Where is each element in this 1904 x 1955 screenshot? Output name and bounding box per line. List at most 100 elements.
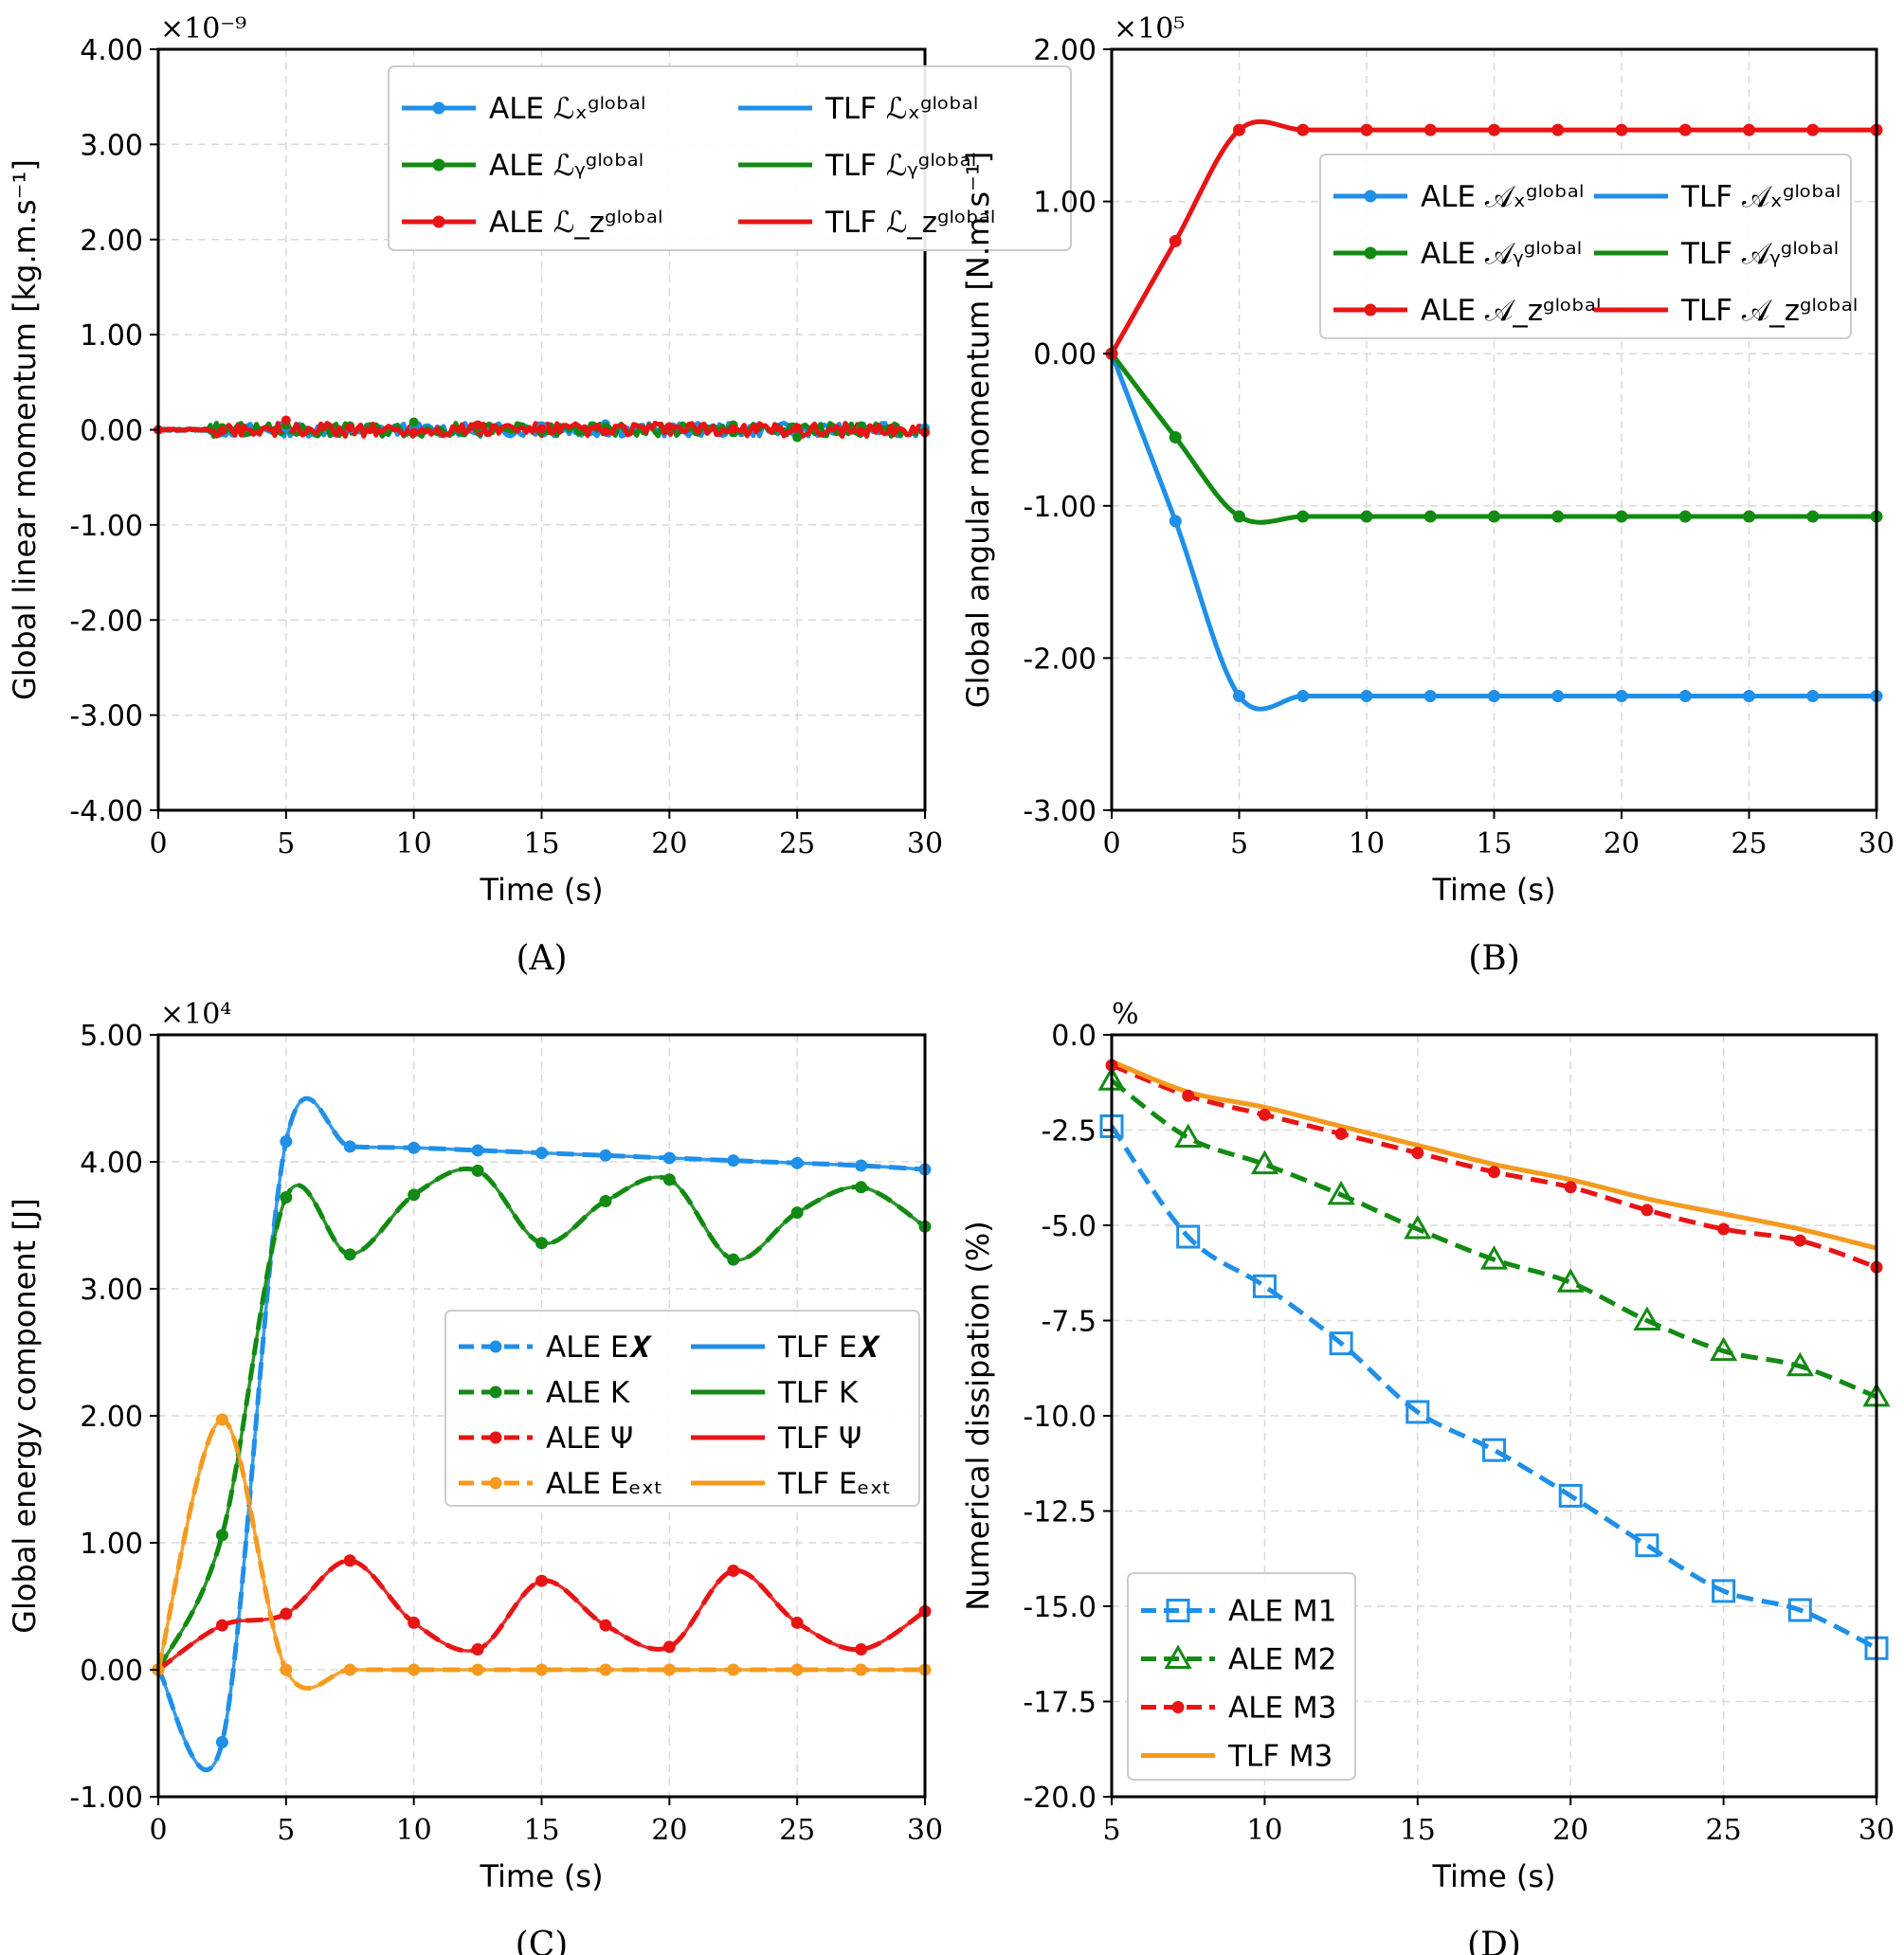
data-point xyxy=(1743,123,1755,136)
legend-label: ALE ℒ_zᵍˡᵒᵇᵃˡ xyxy=(489,206,662,240)
series-group xyxy=(152,1095,932,1773)
y-tick-label: -2.5 xyxy=(1041,1115,1097,1149)
data-point xyxy=(1488,510,1500,523)
data-point xyxy=(1297,690,1310,703)
data-point xyxy=(408,1141,421,1154)
data-point xyxy=(1488,1166,1500,1179)
y-tick-label: 3.00 xyxy=(80,129,143,162)
data-point xyxy=(1633,1306,1661,1330)
data-point xyxy=(1615,690,1628,703)
y-tick-label: -2.00 xyxy=(1023,643,1097,676)
y-tick-label: -1.00 xyxy=(1023,491,1097,524)
y-tick-label: -15.0 xyxy=(1023,1591,1097,1624)
data-point xyxy=(343,1248,356,1261)
data-point xyxy=(1743,510,1755,523)
y-axis-label: Global energy component [J] xyxy=(7,1198,43,1634)
y-tick-label: 0.0 xyxy=(1051,1020,1097,1053)
data-point xyxy=(1258,1108,1271,1121)
y-axis-label: Global linear momentum [kg.m.s⁻¹] xyxy=(7,159,43,700)
data-point xyxy=(662,1663,676,1676)
data-point xyxy=(1233,123,1245,136)
legend-marker xyxy=(1364,190,1377,203)
y-tick-label: -4.00 xyxy=(69,795,143,828)
x-tick-label: 10 xyxy=(1349,827,1385,860)
data-point xyxy=(280,1663,293,1676)
data-point xyxy=(662,1640,676,1654)
data-point xyxy=(1182,1089,1195,1102)
x-tick-label: 30 xyxy=(1859,1814,1895,1847)
data-point xyxy=(1564,1181,1577,1194)
x-tick-label: 20 xyxy=(651,1814,687,1847)
x-tick-label: 15 xyxy=(1400,1814,1436,1847)
panel-b: 0 5 10 15 20 25 30 2.00 1.00 0.00 -1.00 -2.00 -3.00 ×… xyxy=(960,12,1895,978)
x-tick-label: 0 xyxy=(1102,827,1120,860)
data-point xyxy=(535,1237,548,1250)
y-tick-label: 2.00 xyxy=(80,1401,143,1434)
legend-label: TLF 𝒜ᵧᵍˡᵒᵇᵃˡ xyxy=(1680,237,1839,271)
axis-multiplier: % xyxy=(1112,998,1139,1031)
data-point xyxy=(1233,510,1245,523)
data-point xyxy=(343,1663,356,1676)
legend-label: TLF ℒᵧᵍˡᵒᵇᵃˡ xyxy=(825,149,976,183)
x-tick-label: 30 xyxy=(907,827,943,860)
legend-box xyxy=(1127,1572,1356,1781)
y-tick-label: -17.5 xyxy=(1023,1687,1097,1720)
data-point xyxy=(408,417,419,427)
data-point xyxy=(728,424,738,434)
data-point xyxy=(536,424,547,434)
series-line xyxy=(156,1167,926,1671)
series-group xyxy=(1105,119,1883,712)
data-point xyxy=(1423,510,1437,523)
y-tick-label: 2.00 xyxy=(80,225,143,258)
panel-label: (D) xyxy=(1467,1926,1521,1955)
data-point xyxy=(1787,1598,1812,1622)
data-point xyxy=(599,1195,612,1208)
x-tick-label: 10 xyxy=(396,827,432,860)
legend: ALE E𝑿 ALE K ALE Ψ ALE Eₑₓₜ TLF E𝑿 TLF K TLF Ψ… xyxy=(444,1310,920,1507)
legend-label: TLF Ψ xyxy=(777,1421,861,1456)
legend-label: ALE Eₑₓₜ xyxy=(546,1467,662,1501)
y-tick-label: -10.0 xyxy=(1023,1401,1097,1434)
data-point xyxy=(1404,1214,1432,1240)
data-point xyxy=(1615,123,1628,136)
data-point xyxy=(1793,1234,1806,1247)
data-point xyxy=(343,1140,356,1153)
legend-box xyxy=(388,65,1072,251)
x-tick-label: 25 xyxy=(779,827,815,860)
y-tick-label: 4.00 xyxy=(80,1147,143,1180)
series-line xyxy=(1111,1059,1877,1251)
x-tick-label: 25 xyxy=(1706,1814,1742,1847)
legend-marker xyxy=(432,101,445,115)
data-point xyxy=(727,1663,740,1676)
legend-label: TLF 𝒜ₓᵍˡᵒᵇᵃˡ xyxy=(1680,180,1841,214)
data-point xyxy=(1169,234,1182,247)
data-point xyxy=(215,1413,228,1426)
data-point xyxy=(1479,1245,1509,1270)
x-tick-label: 5 xyxy=(1230,827,1248,860)
y-tick-label: 5.00 xyxy=(80,1020,143,1053)
series-line xyxy=(1110,1078,1877,1400)
data-point xyxy=(1405,1400,1430,1424)
x-tick-label: 10 xyxy=(396,1814,432,1847)
y-tick-label: 3.00 xyxy=(80,1274,143,1307)
data-point xyxy=(1717,1222,1731,1236)
data-point xyxy=(535,1574,548,1587)
data-point xyxy=(471,1144,484,1157)
x-tick-label: 10 xyxy=(1246,1814,1282,1847)
data-point xyxy=(215,1735,228,1748)
data-point xyxy=(408,1616,421,1629)
data-point xyxy=(1806,690,1820,703)
axis-multiplier: ×10⁻⁹ xyxy=(160,12,246,45)
data-point xyxy=(1488,123,1500,136)
data-point xyxy=(217,425,227,436)
data-point xyxy=(473,420,483,430)
data-point xyxy=(1551,690,1565,703)
data-point xyxy=(1615,510,1628,523)
x-axis-label: Time (s) xyxy=(1431,872,1555,908)
y-tick-label: 2.00 xyxy=(1033,34,1097,67)
data-point xyxy=(599,1619,612,1632)
data-point xyxy=(1169,431,1182,444)
series-group xyxy=(1097,1059,1891,1660)
data-point xyxy=(1556,1268,1585,1293)
legend-marker xyxy=(1364,303,1377,317)
